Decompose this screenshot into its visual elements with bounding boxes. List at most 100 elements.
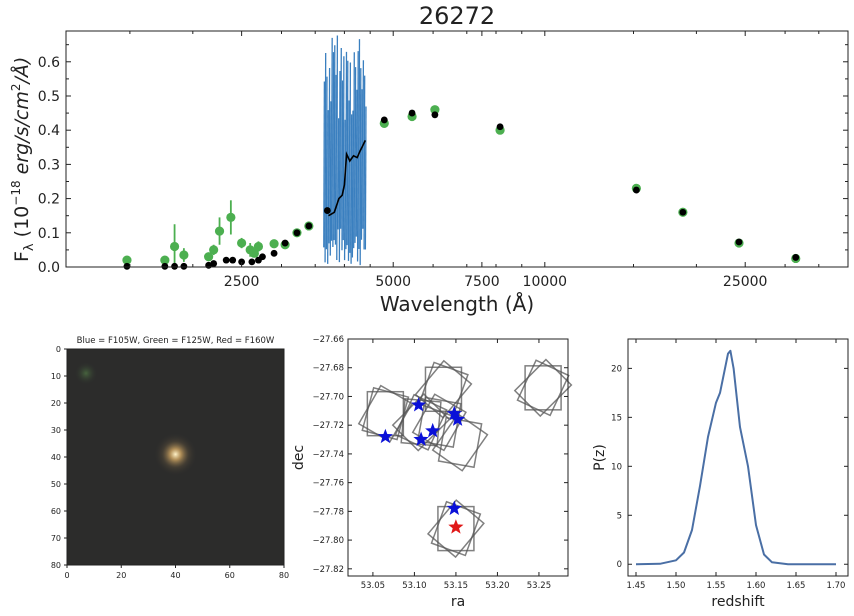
sed-axes-frame — [65, 30, 849, 268]
model-point — [248, 258, 256, 266]
photometry-point — [169, 241, 180, 252]
photometry-point — [430, 105, 440, 115]
x-tick-label: 1.65 — [787, 581, 806, 591]
spectrum-stroke — [325, 76, 328, 250]
pointing-footprint — [524, 365, 562, 411]
redshift-pdf-panel: 1.45 1.50 1.55 1.60 1.65 1.70 0 5 10 15 20 redshift… — [592, 338, 849, 610]
source-star — [446, 500, 462, 515]
spectrum-stroke — [359, 68, 362, 266]
model-point — [323, 207, 331, 214]
source-star — [413, 431, 429, 446]
y-tick-label: 0 — [56, 345, 61, 354]
model-point — [238, 258, 246, 266]
model-point — [632, 186, 640, 194]
model-point — [210, 260, 218, 267]
photometry-point — [122, 255, 132, 265]
model-point — [270, 249, 278, 257]
photometry-point — [204, 252, 214, 262]
model-point — [222, 256, 230, 264]
y-tick-label: 70 — [51, 534, 61, 543]
pointing-footprint — [411, 393, 467, 452]
y-tick-label: −27.68 — [313, 364, 344, 374]
spectrum-stroke — [355, 89, 358, 237]
y-tick-label: 10 — [611, 462, 622, 472]
spectrum-stroke — [327, 110, 329, 264]
model-point — [792, 254, 800, 261]
x-tick-label: 25000 — [723, 274, 768, 290]
photometry-point — [209, 245, 219, 255]
spectrum-stroke — [351, 110, 354, 258]
y-tick-label: 10 — [51, 372, 61, 381]
model-point — [293, 229, 301, 237]
observed-spectrum — [323, 35, 367, 266]
y-tick-label: 20 — [611, 364, 622, 374]
pointing-footprint — [431, 413, 489, 472]
y-tick-label: −27.74 — [313, 450, 344, 460]
y-tick-label: 20 — [51, 399, 61, 408]
y-tick-label: 50 — [51, 480, 61, 489]
spectrum-stroke — [358, 39, 361, 249]
x-tick-label: 53.15 — [444, 581, 468, 591]
y-tick-label: −27.78 — [313, 507, 344, 517]
y-tick-label: 30 — [51, 426, 61, 435]
photometry-point — [249, 248, 259, 258]
spectrum-stroke — [332, 52, 335, 248]
spectrum-stroke — [336, 35, 339, 260]
radec-ylabel: dec — [291, 445, 307, 470]
y-tick-label: −27.76 — [313, 479, 344, 489]
photometry-point — [214, 226, 225, 236]
model-point — [180, 262, 188, 270]
spectrum-stroke — [324, 52, 327, 263]
y-tick-label: 60 — [51, 507, 61, 516]
source-star — [411, 397, 427, 412]
pointing-footprint — [437, 416, 483, 469]
x-tick-label: 60 — [225, 571, 235, 580]
spectrum-stroke — [349, 62, 352, 253]
sed-panel: 0.0 0.1 0.2 0.3 0.4 0.5 0.6 2500 5000 7500 10000 25… — [9, 2, 849, 316]
pz-ylabel: P(z) — [592, 444, 608, 471]
spectrum-stroke — [342, 56, 345, 241]
spectrum-stroke — [353, 52, 355, 249]
target-source — [153, 432, 198, 477]
pointing-footprint — [426, 499, 485, 559]
spectrum-stroke — [328, 67, 331, 244]
source-star — [450, 411, 466, 426]
spectrum-stroke — [323, 81, 326, 248]
model-point — [229, 256, 237, 264]
y-tick-label: 0.2 — [38, 192, 60, 208]
spectrum-stroke — [360, 89, 363, 240]
y-tick-label: 5 — [617, 511, 622, 521]
x-tick-label: 53.25 — [527, 581, 551, 591]
spectrum-stroke — [340, 48, 342, 229]
x-tick-label: 53.20 — [485, 581, 509, 591]
x-tick-label: 1.55 — [707, 581, 726, 591]
model-point — [171, 262, 178, 270]
model-point — [380, 116, 388, 124]
y-tick-label: 0.4 — [38, 123, 60, 139]
pointing-footprint — [516, 359, 570, 417]
x-tick-label: 7500 — [464, 274, 500, 290]
x-tick-label: 10000 — [523, 274, 568, 290]
x-tick-label: 1.45 — [627, 581, 646, 591]
pz-xlabel: redshift — [711, 594, 765, 610]
y-tick-label: 40 — [51, 453, 61, 462]
spectrum-stroke — [343, 119, 346, 261]
radec-frame — [347, 338, 569, 577]
spectrum-stroke — [354, 67, 357, 243]
photometry-point — [269, 239, 279, 249]
x-tick-label: 1.70 — [827, 581, 846, 591]
spectrum-stroke — [350, 114, 353, 264]
spectrum-stroke — [333, 45, 336, 241]
sed-xlabel: Wavelength (Å) — [380, 292, 534, 316]
model-spectrum-line — [328, 140, 367, 217]
pointing-footprint — [424, 366, 463, 413]
photometry-point — [160, 255, 170, 265]
y-tick-label: 0.3 — [38, 157, 60, 173]
y-tick-label: −27.70 — [313, 392, 344, 402]
pointing-footprint — [418, 361, 469, 418]
spectrum-stroke — [364, 106, 367, 250]
faint-source — [73, 361, 98, 386]
model-point — [431, 111, 439, 119]
source-star — [446, 405, 462, 421]
y-tick-label: 0.1 — [38, 226, 60, 242]
